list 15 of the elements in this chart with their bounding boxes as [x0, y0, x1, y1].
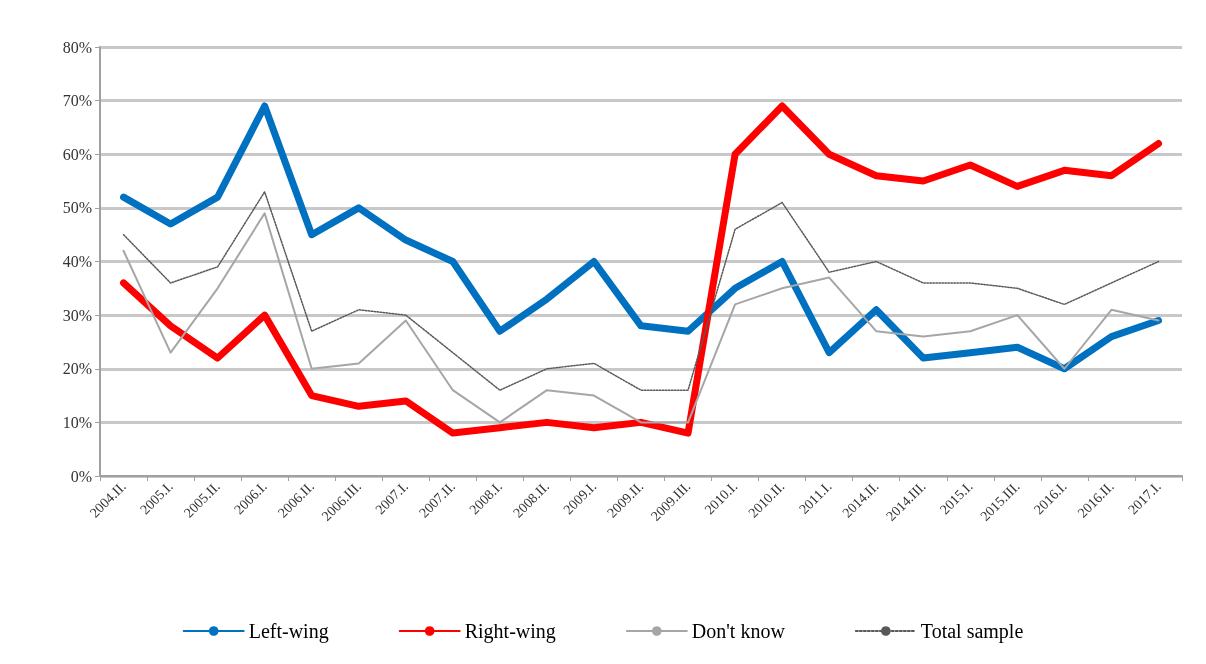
line-series: [122, 212, 1160, 424]
legend-label: Left-wing: [248, 620, 329, 643]
y-tick-label: 10%: [62, 413, 92, 431]
legend-label: Don't know: [691, 620, 786, 642]
line-series: [122, 191, 1160, 391]
y-tick-label: 20%: [62, 360, 92, 378]
y-tick-label: 70%: [62, 92, 92, 110]
y-tick-label: 80%: [62, 38, 92, 56]
y-tick-label: 40%: [62, 253, 92, 270]
y-tick-label: 60%: [62, 145, 92, 163]
legend-label: Right-wing: [464, 620, 556, 643]
y-tick-label: 0%: [70, 467, 92, 485]
y-tick-label: 50%: [62, 199, 92, 217]
legend-label: Total sample: [920, 620, 1024, 643]
y-tick-label: 30%: [62, 306, 92, 324]
